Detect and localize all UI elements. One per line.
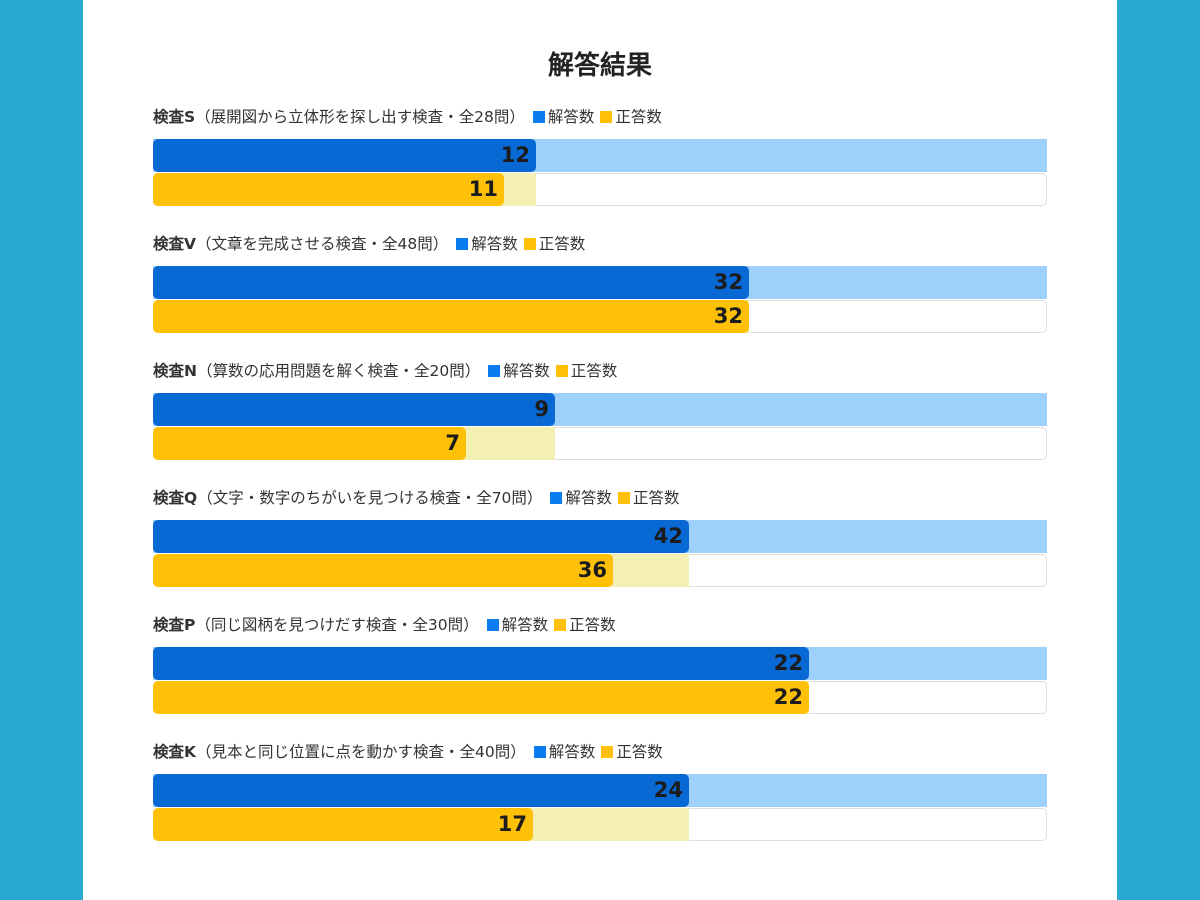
page-title: 解答結果 [547, 51, 652, 81]
correct-bar: 22 [153, 681, 809, 714]
test-id: 検査Q [153, 489, 198, 507]
test-description: （算数の応用問題を解く検査・全20問） [196, 362, 481, 380]
test-result-block: 検査S（展開図から立体形を探し出す検査・全28問） 解答数 正答数 12 11 [153, 105, 1047, 207]
answered-bar: 22 [153, 647, 809, 680]
test-header: 検査N（算数の応用問題を解く検査・全20問） 解答数 正答数 [153, 359, 617, 383]
test-description: （見本と同じ位置に点を動かす検査・全40問） [196, 743, 526, 761]
correct-value: 32 [713, 304, 743, 328]
answered-value: 22 [773, 651, 803, 675]
legend-answered-label: 解答数 [547, 108, 595, 126]
answered-value: 9 [534, 397, 549, 421]
legend-correct-swatch [554, 619, 567, 631]
test-id: 検査V [153, 235, 196, 253]
legend-answered-swatch [456, 238, 469, 250]
correct-value: 11 [468, 177, 498, 201]
legend-answered-swatch [533, 746, 546, 758]
legend-correct-label: 正答数 [570, 362, 618, 380]
answered-bar-row: 42 [153, 520, 1047, 553]
correct-value: 36 [577, 558, 607, 582]
correct-bar-row: 7 [153, 427, 1047, 460]
answered-bar: 24 [153, 774, 689, 807]
correct-bar-row: 11 [153, 173, 1047, 206]
test-header: 検査P（同じ図柄を見つけだす検査・全30問） 解答数 正答数 [153, 613, 616, 637]
legend-answered-swatch [550, 492, 563, 504]
test-id: 検査K [153, 743, 197, 761]
legend-answered-swatch [488, 365, 501, 377]
correct-bar: 36 [153, 554, 613, 587]
test-result-block: 検査K（見本と同じ位置に点を動かす検査・全40問） 解答数 正答数 24 17 [153, 740, 1047, 842]
test-result-block: 検査V（文章を完成させる検査・全48問） 解答数 正答数 32 32 [153, 232, 1047, 334]
legend-correct-swatch [601, 746, 614, 758]
legend-answered-label: 解答数 [548, 743, 596, 761]
results-panel: 解答結果 検査S（展開図から立体形を探し出す検査・全28問） 解答数 正答数 12 11… [83, 0, 1117, 900]
test-header: 検査K（見本と同じ位置に点を動かす検査・全40問） 解答数 正答数 [153, 740, 663, 764]
legend-answered-label: 解答数 [503, 362, 550, 380]
test-result-block: 検査P（同じ図柄を見つけだす検査・全30問） 解答数 正答数 22 22 [153, 613, 1047, 715]
answered-value: 12 [500, 143, 530, 167]
correct-value: 17 [497, 812, 527, 836]
legend-correct-label: 正答数 [615, 108, 662, 126]
test-description: （文字・数字のちがいを見つける検査・全70問） [197, 489, 543, 507]
test-header: 検査Q（文字・数字のちがいを見つける検査・全70問） 解答数 正答数 [153, 486, 679, 510]
legend-answered-swatch [486, 619, 499, 631]
legend-answered-swatch [532, 111, 545, 123]
answered-bar: 9 [153, 393, 555, 426]
legend-correct-swatch [555, 365, 568, 377]
correct-bar-row: 36 [153, 554, 1047, 587]
test-id: 検査P [153, 616, 196, 634]
legend-correct-swatch [523, 238, 536, 250]
correct-value: 7 [445, 431, 460, 455]
legend-correct-swatch [617, 492, 630, 504]
test-id: 検査N [153, 362, 197, 380]
correct-bar-row: 22 [153, 681, 1047, 714]
answered-bar-row: 22 [153, 647, 1047, 680]
answered-bar: 42 [153, 520, 689, 553]
test-description: （文章を完成させる検査・全48問） [196, 235, 449, 253]
answered-bar-row: 24 [153, 774, 1047, 807]
legend-answered-label: 解答数 [565, 489, 612, 507]
correct-bar-row: 17 [153, 808, 1047, 841]
correct-bar: 7 [153, 427, 466, 460]
legend-correct-label: 正答数 [616, 743, 663, 761]
legend-correct-label: 正答数 [538, 235, 586, 253]
correct-bar: 11 [153, 173, 504, 206]
legend-correct-label: 正答数 [569, 616, 616, 634]
correct-value: 22 [773, 685, 803, 709]
legend-answered-label: 解答数 [471, 235, 518, 253]
test-description: （同じ図柄を見つけだす検査・全30問） [195, 616, 479, 634]
answered-value: 32 [713, 270, 743, 294]
legend-correct-swatch [600, 111, 613, 123]
test-description: （展開図から立体形を探し出す検査・全28問） [195, 108, 525, 126]
legend-correct-label: 正答数 [632, 489, 680, 507]
answered-value: 24 [653, 778, 683, 802]
test-header: 検査V（文章を完成させる検査・全48問） 解答数 正答数 [153, 232, 585, 256]
correct-bar-row: 32 [153, 300, 1047, 333]
answered-bar-row: 9 [153, 393, 1047, 426]
answered-bar-row: 12 [153, 139, 1047, 172]
legend-answered-label: 解答数 [501, 616, 549, 634]
answered-value: 42 [653, 524, 683, 548]
test-result-block: 検査N（算数の応用問題を解く検査・全20問） 解答数 正答数 9 7 [153, 359, 1047, 461]
answered-bar: 12 [153, 139, 536, 172]
correct-bar: 32 [153, 300, 749, 333]
answered-bar: 32 [153, 266, 749, 299]
test-result-block: 検査Q（文字・数字のちがいを見つける検査・全70問） 解答数 正答数 42 36 [153, 486, 1047, 588]
answered-bar-row: 32 [153, 266, 1047, 299]
correct-bar: 17 [153, 808, 533, 841]
test-header: 検査S（展開図から立体形を探し出す検査・全28問） 解答数 正答数 [153, 105, 662, 129]
test-id: 検査S [153, 108, 196, 126]
